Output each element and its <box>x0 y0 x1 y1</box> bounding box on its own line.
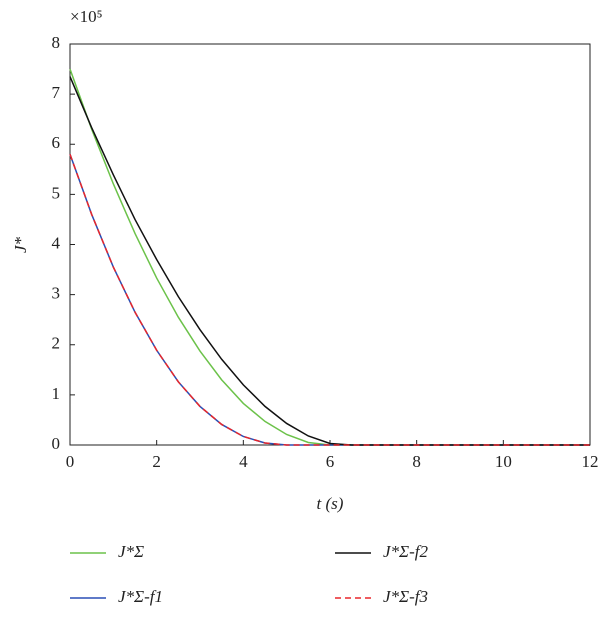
x-tick-label: 4 <box>239 452 248 471</box>
x-tick-label: 10 <box>495 452 512 471</box>
x-tick-label: 8 <box>412 452 421 471</box>
legend-label: J*Σ-f2 <box>383 542 429 561</box>
y-tick-label: 2 <box>52 334 61 353</box>
y-axis-label: J* <box>11 236 30 253</box>
x-axis-label: t (s) <box>317 494 344 513</box>
y-tick-label: 3 <box>52 284 61 303</box>
series-line <box>69 76 590 446</box>
series-line <box>69 68 590 446</box>
x-tick-label: 0 <box>66 452 75 471</box>
x-tick-label: 6 <box>326 452 335 471</box>
y-tick-label: 7 <box>52 83 61 102</box>
y-tick-label: 6 <box>52 133 61 152</box>
legend-label: J*Σ-f3 <box>383 587 428 606</box>
legend-label: J*Σ <box>118 542 144 561</box>
axis-multiplier: ×10⁵ <box>70 7 103 26</box>
y-tick-label: 4 <box>52 233 61 252</box>
y-tick-label: 5 <box>52 183 61 202</box>
x-tick-label: 2 <box>152 452 161 471</box>
y-tick-label: 1 <box>52 384 61 403</box>
series-line <box>69 154 590 446</box>
y-tick-label: 0 <box>52 434 61 453</box>
series-line <box>69 154 590 446</box>
y-tick-label: 8 <box>52 33 61 52</box>
x-tick-label: 12 <box>582 452 599 471</box>
legend-label: J*Σ-f1 <box>118 587 163 606</box>
